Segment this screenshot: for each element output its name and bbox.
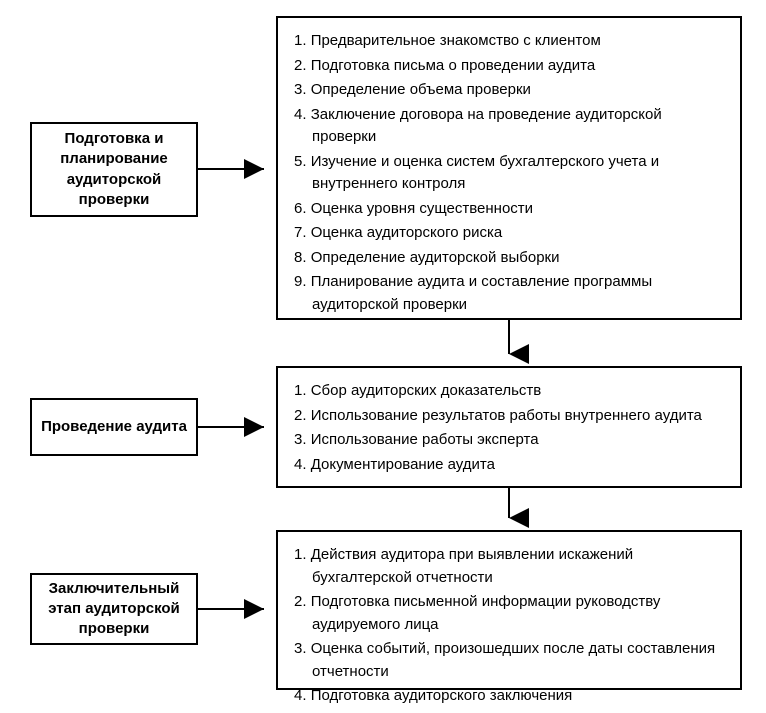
stage2-list: Сбор аудиторских доказательств Использов… <box>294 380 724 476</box>
stage2-label: Проведение аудита <box>30 398 198 456</box>
list-item: Действия аудитора при выявлении искажени… <box>294 544 724 589</box>
list-item: Использование результатов работы внутрен… <box>294 405 724 428</box>
list-item: Подготовка письма о проведении аудита <box>294 55 724 78</box>
list-item: Использование работы эксперта <box>294 429 724 452</box>
list-item: Сбор аудиторских доказательств <box>294 380 724 403</box>
stage1-label-text: Подготовка и планирование аудиторской пр… <box>40 129 188 210</box>
stage1-list: Предварительное знакомство с клиентом По… <box>294 30 724 316</box>
list-item: Планирование аудита и составление програ… <box>294 271 724 316</box>
stage2-detail: Сбор аудиторских доказательств Использов… <box>276 366 742 488</box>
arrow-stage1-h <box>198 154 288 184</box>
arrow-stage2-h <box>198 412 288 442</box>
arrow-stage3-h <box>198 594 288 624</box>
stage3-list: Действия аудитора при выявлении искажени… <box>294 544 724 708</box>
stage1-label: Подготовка и планирование аудиторской пр… <box>30 122 198 217</box>
stage2-label-text: Проведение аудита <box>41 417 187 437</box>
list-item: Подготовка письменной информации руковод… <box>294 591 724 636</box>
stage3-label: Заключительный этап аудиторской проверки <box>30 573 198 645</box>
list-item: Определение объема проверки <box>294 79 724 102</box>
list-item: Предварительное знакомство с клиентом <box>294 30 724 53</box>
stage3-detail: Действия аудитора при выявлении искажени… <box>276 530 742 690</box>
list-item: Оценка событий, произошедших после даты … <box>294 638 724 683</box>
arrow-v1 <box>494 320 524 378</box>
list-item: Подготовка аудиторского заключения <box>294 685 724 708</box>
list-item: Документирование аудита <box>294 454 724 477</box>
list-item: Определение аудиторской выборки <box>294 247 724 270</box>
stage1-detail: Предварительное знакомство с клиентом По… <box>276 16 742 320</box>
list-item: Заключение договора на проведение аудито… <box>294 104 724 149</box>
stage3-label-text: Заключительный этап аудиторской проверки <box>40 579 188 640</box>
list-item: Изучение и оценка систем бухгалтерского … <box>294 151 724 196</box>
list-item: Оценка уровня существенности <box>294 198 724 221</box>
list-item: Оценка аудиторского риска <box>294 222 724 245</box>
arrow-v2 <box>494 488 524 542</box>
